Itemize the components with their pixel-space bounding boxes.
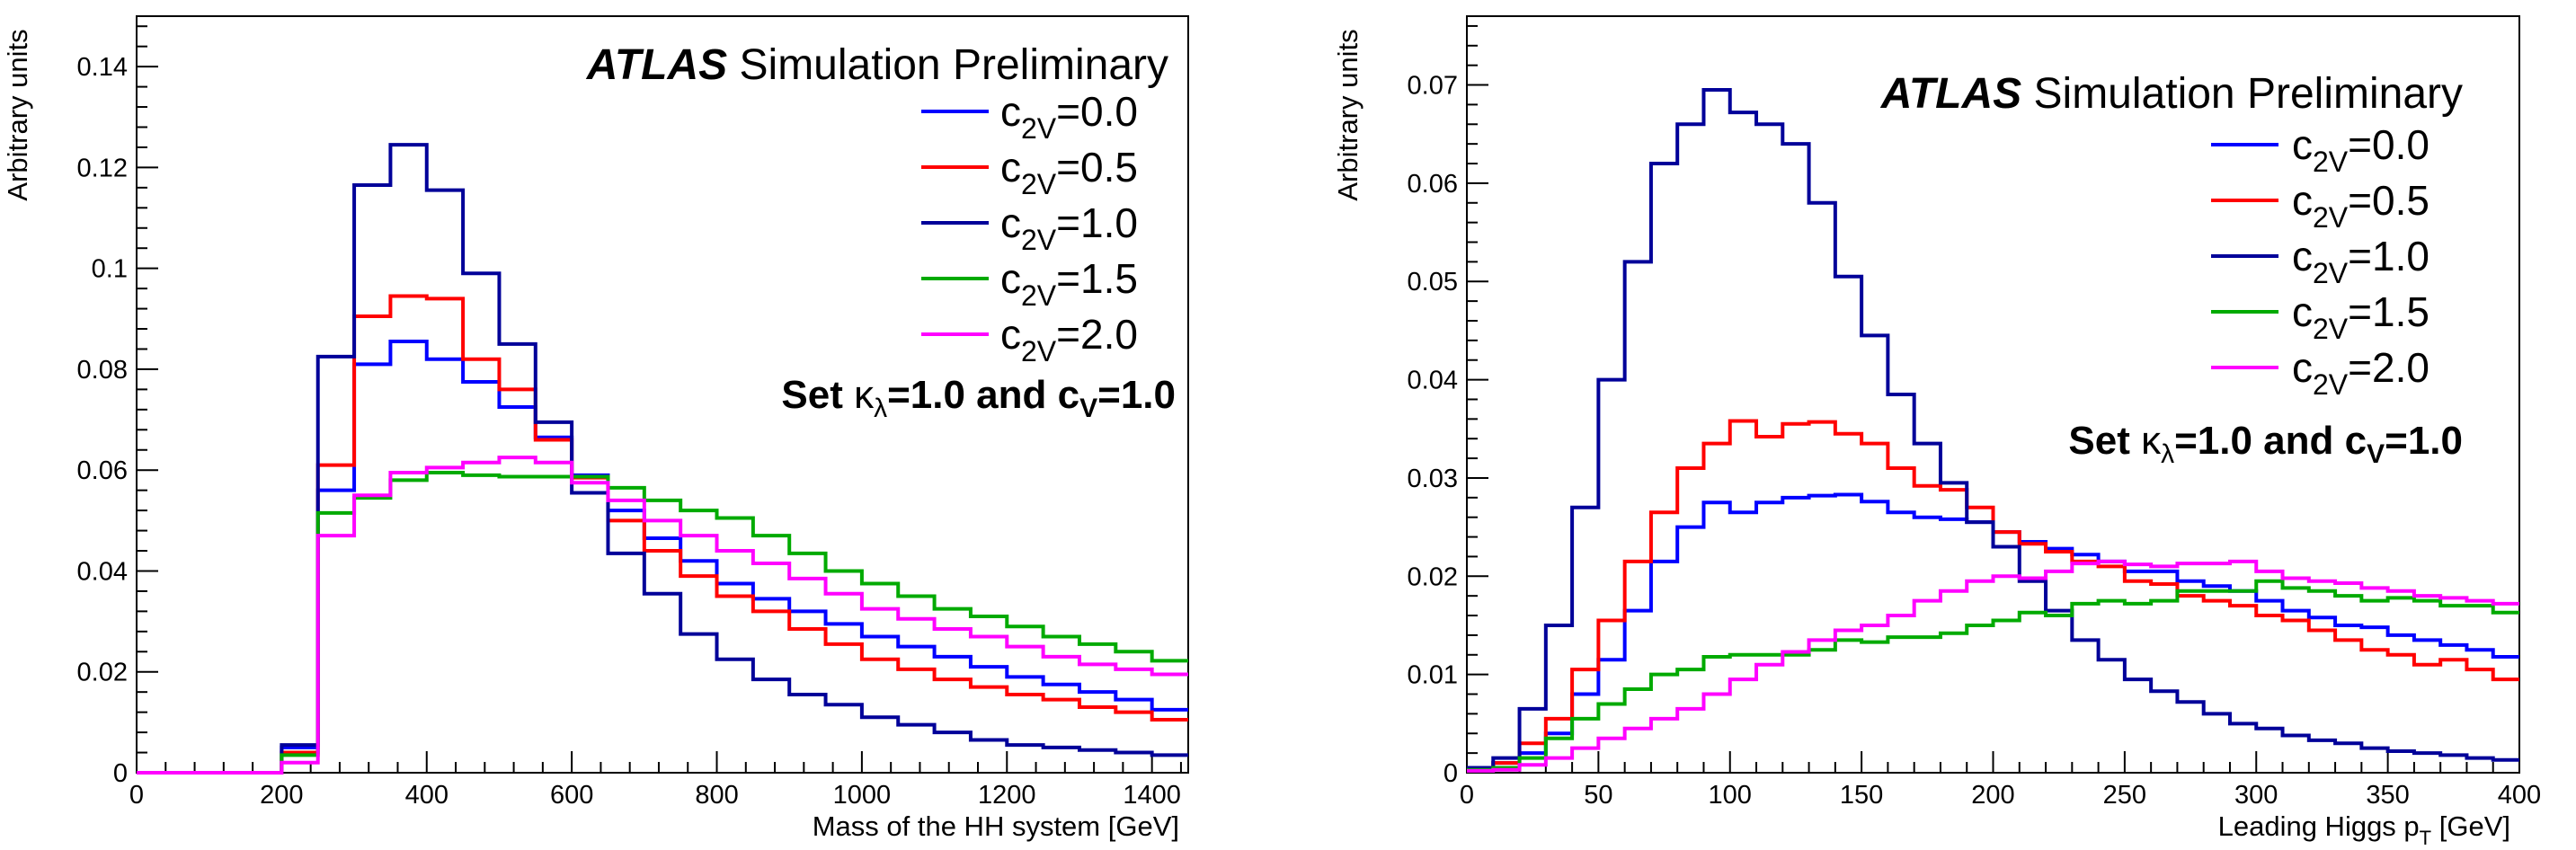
x-tick-label: 100: [1709, 781, 1752, 810]
series-line-c2v15: [1467, 579, 2519, 772]
y-tick-label: 0.03: [1408, 465, 1458, 493]
x-tick-label: 1200: [978, 781, 1036, 810]
right-set-kappa-sub: λ: [2161, 439, 2174, 469]
left-atlas-rest: Simulation Preliminary: [727, 41, 1168, 89]
right-set-kappa: κ: [2141, 419, 2162, 463]
y-tick-label: 0.02: [1408, 562, 1458, 591]
right-xlabel-sub: T: [2420, 827, 2431, 849]
y-tick-label: 0.04: [1408, 367, 1458, 395]
right-xlabel-main: Leading Higgs p: [2218, 810, 2420, 842]
left-set-kappa: κ: [854, 373, 875, 417]
legend-entry-label: c2V=1.0: [1000, 199, 1138, 256]
x-tick-label: 200: [260, 781, 303, 810]
y-tick-label: 0.12: [77, 154, 128, 182]
right-xlabel-post: [GeV]: [2431, 810, 2510, 842]
x-tick-label: 50: [1584, 781, 1612, 810]
right-y-tick-labels: 0 0.01 0.02 0.03 0.04 0.05 0.06 0.07: [1408, 72, 1458, 788]
legend-entry-label: c2V=2.0: [1000, 311, 1138, 367]
y-tick-label: 0.14: [77, 53, 128, 82]
x-tick-label: 1400: [1123, 781, 1181, 810]
series-line-c2v10: [137, 143, 1188, 775]
x-tick-label: 400: [405, 781, 449, 810]
right-atlas-rest: Simulation Preliminary: [2021, 70, 2463, 118]
right-chart: 0 0.01 0.02 0.03 0.04 0.05 0.06 0.07 0 50 100 150 2…: [1332, 15, 2541, 849]
left-set-label: Set κλ=1.0 and cV=1.0: [781, 373, 1176, 423]
series-line-c2v05: [1467, 419, 2519, 770]
series-line-c2v20: [1467, 559, 2519, 773]
legend-entry-label: c2V=0.5: [1000, 144, 1138, 200]
left-set-cv-sub: V: [1079, 394, 1097, 423]
legend-entry-label: c2V=0.0: [2292, 121, 2429, 178]
left-set-pre: Set: [781, 373, 854, 417]
legend-entry-label: c2V=1.0: [2292, 233, 2429, 289]
y-tick-label: 0.07: [1408, 72, 1458, 101]
left-y-axis-title: Arbitrary units: [2, 29, 33, 200]
y-tick-label: 0.08: [77, 356, 128, 385]
x-tick-label: 600: [550, 781, 593, 810]
left-set-post: =1.0: [1097, 373, 1176, 417]
series-line-c2v05: [137, 294, 1188, 775]
left-series-group: [137, 143, 1188, 775]
y-tick-label: 0.06: [77, 456, 128, 485]
x-tick-label: 0: [1460, 781, 1474, 810]
left-x-tick-labels: 0 200 400 600 800 1000 1200 1400: [129, 781, 1181, 810]
right-set-mid: =1.0 and c: [2174, 419, 2367, 463]
left-y-tick-labels: 0 0.02 0.04 0.06 0.08 0.1 0.12 0.14: [77, 53, 128, 788]
x-tick-label: 800: [695, 781, 738, 810]
left-set-kappa-sub: λ: [874, 394, 887, 423]
x-tick-label: 350: [2366, 781, 2409, 810]
right-x-tick-labels: 0 50 100 150 200 250 300 350 400: [1460, 781, 2541, 810]
right-series-group: [1467, 88, 2519, 773]
right-set-cv-sub: V: [2367, 439, 2385, 469]
right-axis-ticks: [1466, 24, 2520, 774]
left-axis-ticks: [136, 25, 1182, 774]
right-y-axis-title: Arbitrary units: [1332, 29, 1364, 200]
left-atlas-label: ATLAS Simulation Preliminary: [586, 41, 1168, 89]
left-x-axis-title: Mass of the HH system [GeV]: [813, 810, 1179, 842]
y-tick-label: 0: [1443, 759, 1458, 788]
x-tick-label: 250: [2103, 781, 2146, 810]
x-tick-label: 300: [2234, 781, 2278, 810]
left-set-mid: =1.0 and c: [887, 373, 1079, 417]
right-x-axis-title: Leading Higgs pT [GeV]: [2218, 810, 2510, 849]
legend-entry-label: c2V=1.5: [2292, 288, 2429, 345]
y-tick-label: 0.05: [1408, 268, 1458, 297]
legend-entry-label: c2V=1.5: [1000, 255, 1138, 312]
x-tick-label: 1000: [833, 781, 892, 810]
y-tick-label: 0.06: [1408, 170, 1458, 199]
right-set-post: =1.0: [2385, 419, 2463, 463]
left-plot-frame: [136, 15, 1189, 774]
legend-entry-label: c2V=0.5: [2292, 177, 2429, 234]
series-line-c2v10: [1467, 88, 2519, 770]
right-atlas-bold: ATLAS: [1880, 70, 2021, 118]
left-atlas-bold: ATLAS: [586, 41, 727, 89]
right-set-pre: Set: [2068, 419, 2141, 463]
y-tick-label: 0: [113, 759, 128, 788]
y-tick-label: 0.01: [1408, 661, 1458, 690]
left-chart: 0 0.02 0.04 0.06 0.08 0.1 0.12 0.14 0 200 400 600 8…: [2, 15, 1189, 842]
x-tick-label: 400: [2498, 781, 2541, 810]
legend-entry-label: c2V=2.0: [2292, 344, 2429, 401]
y-tick-label: 0.1: [92, 255, 128, 284]
x-tick-label: 0: [129, 781, 144, 810]
x-tick-label: 150: [1840, 781, 1883, 810]
x-tick-label: 200: [1971, 781, 2014, 810]
series-line-c2v20: [137, 456, 1188, 775]
y-tick-label: 0.02: [77, 659, 128, 687]
legend-entry-label: c2V=0.0: [1000, 88, 1138, 145]
y-tick-label: 0.04: [77, 557, 128, 586]
series-line-c2v15: [137, 471, 1188, 775]
right-set-label: Set κλ=1.0 and cV=1.0: [2068, 419, 2463, 469]
right-atlas-label: ATLAS Simulation Preliminary: [1880, 70, 2463, 118]
